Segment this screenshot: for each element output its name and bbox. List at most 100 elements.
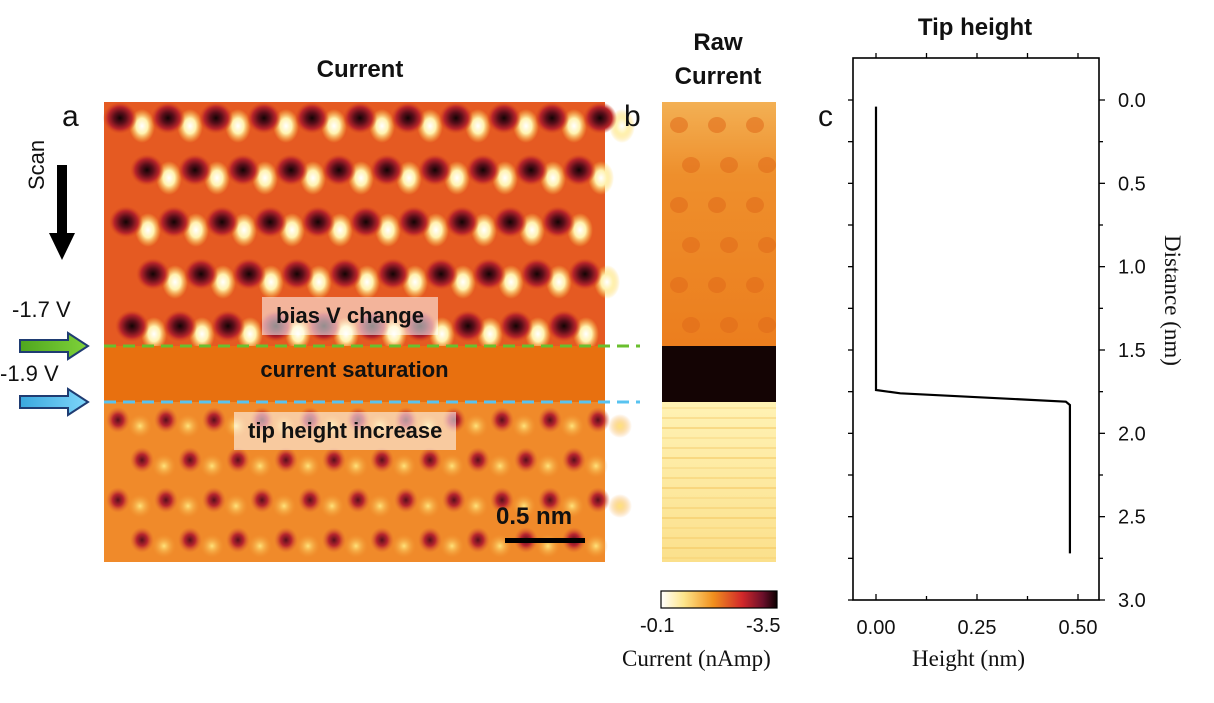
lattice-pit — [322, 447, 346, 473]
lattice-pit — [115, 310, 149, 342]
lattice-pit — [466, 527, 490, 553]
lattice-pit — [253, 206, 287, 238]
lattice-pit — [226, 154, 260, 186]
lattice-pit — [106, 407, 130, 433]
bias-change-label: bias V change — [262, 297, 438, 335]
lattice-pit — [514, 154, 548, 186]
raw-spot — [708, 117, 726, 133]
lattice-pit — [376, 258, 410, 290]
lattice-bright-spot — [464, 494, 488, 518]
lattice-pit — [418, 447, 442, 473]
lattice-pit — [226, 527, 250, 553]
raw-stripe — [662, 527, 776, 529]
lattice-pit — [586, 407, 610, 433]
raw-spot — [670, 197, 688, 213]
lattice-bright-spot — [344, 534, 368, 558]
lattice-pit — [466, 447, 490, 473]
lattice-bright-spot — [152, 534, 176, 558]
lattice-pit — [184, 258, 218, 290]
lattice-bright-spot — [584, 534, 608, 558]
lattice-pit — [562, 447, 586, 473]
raw-current-bottom — [662, 402, 776, 562]
bias-arrow-green — [19, 331, 90, 361]
x-axis-label: Height (nm) — [912, 646, 1026, 671]
scan-arrow-shaft — [57, 165, 67, 235]
lattice-pit — [130, 154, 164, 186]
lattice-pit — [205, 206, 239, 238]
lattice-pit — [106, 487, 130, 513]
lattice-bright-spot — [608, 494, 632, 518]
raw-spot — [720, 157, 738, 173]
raw-spot — [682, 157, 700, 173]
lattice-bright-spot — [464, 414, 488, 438]
lattice-pit — [538, 407, 562, 433]
lattice-bright-spot — [248, 534, 272, 558]
raw-stripe — [662, 547, 776, 549]
lattice-pit — [487, 102, 521, 134]
y-tick-label: 1.5 — [1118, 340, 1146, 362]
lattice-pit — [451, 310, 485, 342]
lattice-pit — [328, 258, 362, 290]
raw-stripe — [662, 427, 776, 429]
x-tick-label: 0.00 — [857, 617, 896, 639]
lattice-pit — [349, 206, 383, 238]
raw-spot — [758, 317, 776, 333]
lattice-pit — [211, 310, 245, 342]
lattice-bright-spot — [392, 454, 416, 478]
lattice-bright-spot — [560, 494, 584, 518]
panel-b-title-line1: Raw — [693, 29, 743, 56]
panel-b-graphics — [660, 102, 778, 609]
saturation-band-overlay — [104, 346, 605, 402]
chart-title: Tip height — [917, 14, 1033, 41]
lattice-bright-spot — [128, 494, 152, 518]
raw-spot — [682, 237, 700, 253]
lattice-bright-spot — [416, 494, 440, 518]
raw-spot — [758, 157, 776, 173]
scale-bar — [505, 538, 585, 543]
raw-current-texture — [670, 117, 776, 333]
lattice-pit — [583, 102, 617, 134]
lattice-pit — [370, 154, 404, 186]
lattice-pit — [154, 407, 178, 433]
chart-frame — [852, 57, 1100, 601]
x-tick-label: 0.50 — [1059, 617, 1098, 639]
lattice-pit — [103, 102, 137, 134]
lattice-pit — [322, 527, 346, 553]
lattice-bright-spot — [344, 454, 368, 478]
raw-stripe — [662, 417, 776, 419]
lattice-pit — [247, 102, 281, 134]
raw-stripe — [662, 487, 776, 489]
lattice-pit — [202, 407, 226, 433]
lattice-bright-spot — [392, 534, 416, 558]
lattice-pit — [232, 258, 266, 290]
lattice-pit — [562, 154, 596, 186]
raw-stripe — [662, 497, 776, 499]
raw-stripe — [662, 447, 776, 449]
panel-b-title-line2: Current — [674, 63, 762, 90]
lattice-bright-spot — [224, 494, 248, 518]
y-tick-label: 1.0 — [1118, 257, 1146, 279]
y-tick-label: 2.5 — [1118, 507, 1146, 529]
lattice-bright-spot — [512, 414, 536, 438]
lattice-bright-spot — [320, 494, 344, 518]
lattice-pit — [178, 527, 202, 553]
raw-spot — [682, 317, 700, 333]
panel-b-title: Raw Current — [660, 26, 776, 94]
lattice-pit — [163, 310, 197, 342]
lattice-pit — [538, 487, 562, 513]
lattice-bright-spot — [200, 534, 224, 558]
lattice-bright-spot — [176, 414, 200, 438]
raw-spot — [708, 197, 726, 213]
lattice-pit — [445, 206, 479, 238]
tip-height-series-line — [874, 106, 1072, 554]
lattice-pit — [274, 527, 298, 553]
lattice-pit — [568, 258, 602, 290]
lattice-pit — [298, 487, 322, 513]
raw-stripe — [662, 457, 776, 459]
lattice-pit — [199, 102, 233, 134]
lattice-pit — [202, 487, 226, 513]
colorbar-title: Current (nAmp) — [622, 646, 771, 671]
lattice-bright-spot — [128, 414, 152, 438]
lattice-pit — [442, 487, 466, 513]
